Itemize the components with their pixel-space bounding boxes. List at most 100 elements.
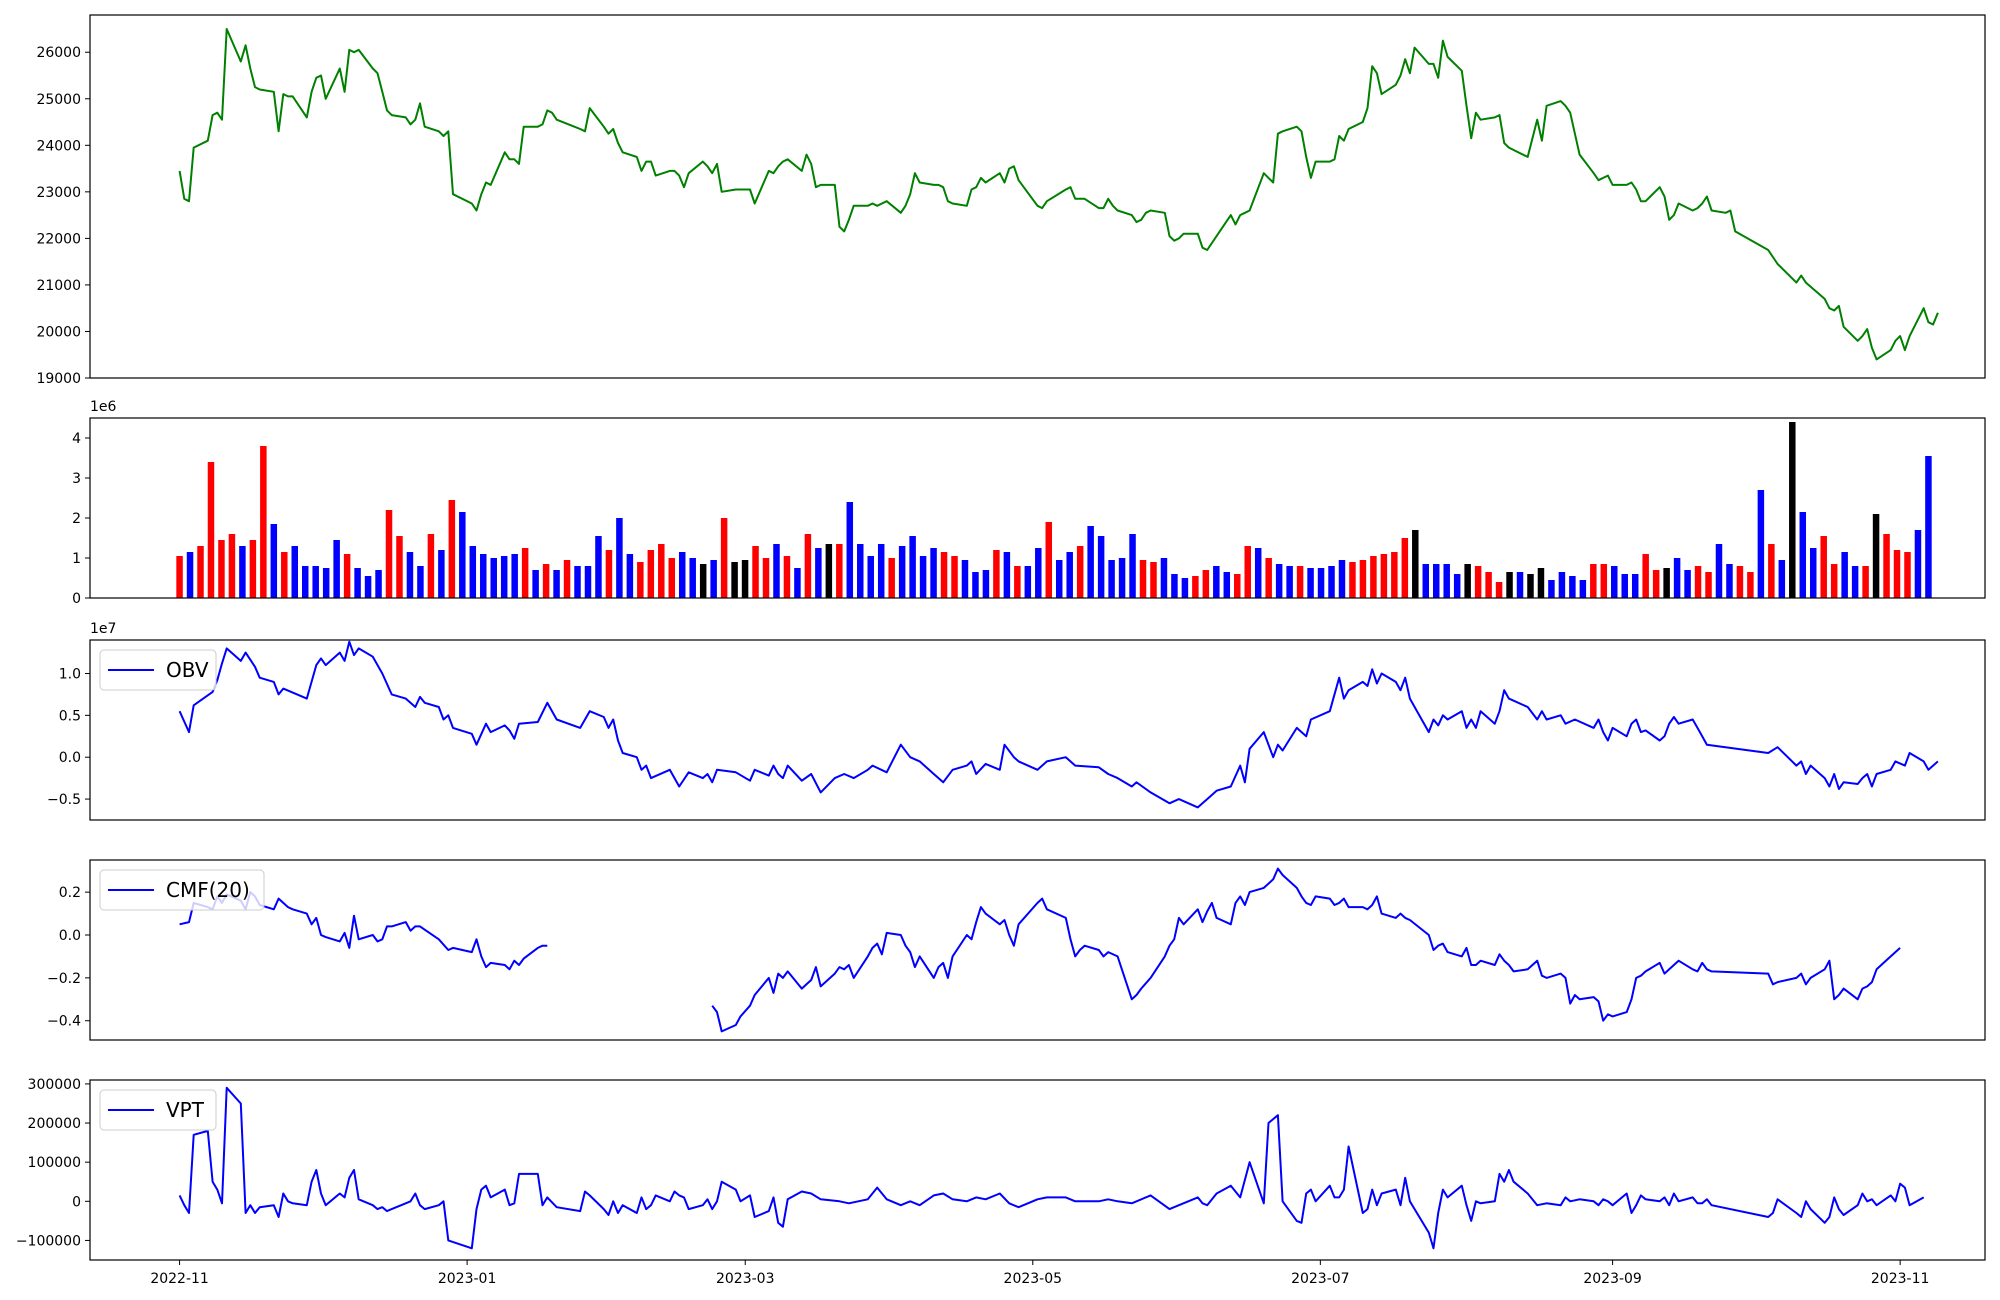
legend-box (99, 649, 217, 691)
volume-bar (731, 562, 738, 598)
y-tick-label: 200000 (28, 1116, 81, 1132)
volume-bar (1432, 564, 1440, 598)
volume-bar (888, 558, 895, 598)
volume-bar (469, 546, 477, 598)
volume-bar (1265, 558, 1272, 598)
volume-bar (1705, 572, 1712, 598)
volume-bar (1014, 566, 1021, 598)
volume-bar (1904, 552, 1911, 598)
y-tick-label: 4 (72, 431, 81, 447)
volume-bar (668, 558, 676, 598)
y-tick-label: 100000 (28, 1155, 81, 1171)
volume-bar (1768, 544, 1775, 598)
y-tick-label: 24000 (36, 138, 81, 154)
volume-bar (658, 544, 665, 598)
volume-bar (354, 568, 361, 598)
volume-bar (993, 550, 1000, 598)
x-axis: 2022-11 2023-01 2023-03 2023-05 2023-07 2023-… (150, 1260, 1929, 1287)
volume-bar (1391, 552, 1398, 598)
y-tick-label: 19000 (36, 371, 81, 387)
panel-frame (89, 14, 1986, 379)
volume-bar (783, 556, 791, 598)
volume-bar (898, 546, 906, 598)
volume-bar (762, 558, 770, 598)
volume-bar (1254, 548, 1262, 598)
volume-bar (1223, 572, 1231, 598)
volume-bar (333, 540, 340, 598)
volume-bar (1150, 562, 1157, 598)
y-tick-label: 0.0 (59, 928, 81, 944)
volume-bar (1736, 566, 1744, 598)
vpt-line (178, 1086, 1925, 1250)
legend-box (99, 1089, 217, 1131)
volume-bar (396, 536, 403, 598)
y-tick-label: −0.4 (47, 1014, 81, 1030)
volume-bar (1307, 568, 1314, 598)
volume-bar (1841, 552, 1848, 598)
volume-bar (500, 556, 508, 598)
volume-bar (699, 564, 707, 598)
volume-bar (1338, 560, 1346, 598)
legend-label: CMF(20) (166, 878, 250, 902)
volume-bar (448, 500, 456, 598)
volume-bar (720, 518, 728, 598)
volume-bar (1035, 548, 1042, 598)
volume-bar (1527, 574, 1534, 598)
volume-bar (1055, 560, 1063, 598)
y-tick-label: 22000 (36, 231, 81, 247)
volume-bar (710, 560, 717, 598)
volume-bar (857, 544, 864, 598)
volume-bar (972, 572, 979, 598)
volume-bar (1401, 538, 1409, 598)
volume-bar (291, 546, 299, 598)
y-tick-label: 0 (72, 1194, 81, 1210)
volume-bar (480, 554, 487, 598)
volume-bar (1485, 572, 1492, 598)
volume-bar (1453, 574, 1461, 598)
volume-bar (909, 536, 916, 598)
volume-bar (1181, 578, 1189, 598)
volume-bar (1914, 530, 1922, 598)
y-tick-label: 2 (72, 511, 81, 527)
volume-bar (626, 554, 634, 598)
legend: OBV (99, 649, 217, 691)
volume-bar (1443, 564, 1450, 598)
volume-bar (930, 548, 937, 598)
x-tick-label: 2023-11 (1871, 1271, 1930, 1287)
volume-bar (1642, 554, 1649, 598)
volume-bar (186, 552, 194, 598)
panels: 19000 20000 21000 22000 23000 24000 25000 26000… (16, 14, 1986, 1261)
volume-bar (1684, 570, 1691, 598)
volume-bar (1663, 568, 1670, 598)
volume-bar (773, 544, 780, 598)
volume-bar (1464, 564, 1471, 598)
volume-bar (647, 550, 655, 598)
volume-bar (1883, 534, 1890, 598)
y-tick-label: −0.2 (47, 971, 81, 987)
volume-bar (689, 558, 696, 598)
volume-bar (249, 540, 257, 598)
volume-bar (207, 462, 215, 598)
volume-bar (218, 540, 225, 598)
volume-bar (1799, 512, 1807, 598)
volume-bar (1872, 514, 1880, 598)
volume-bar (982, 570, 990, 598)
volume-bar (1244, 546, 1251, 598)
volume-bar (459, 512, 466, 598)
volume-bar (1673, 558, 1681, 598)
legend: CMF(20) (99, 869, 265, 911)
volume-bar (1621, 574, 1628, 598)
volume-bar (940, 552, 948, 598)
volume-bar (1789, 422, 1796, 598)
volume-bar (846, 502, 854, 598)
volume-bar (301, 566, 309, 598)
y-tick-label: 1.0 (59, 666, 81, 682)
volume-bar (417, 566, 424, 598)
volume-bar (1349, 562, 1356, 598)
volume-bar (490, 558, 497, 598)
volume-bar (1234, 574, 1241, 598)
volume-bar (919, 556, 927, 598)
obv-line (178, 640, 1939, 809)
volume-bar (1820, 536, 1827, 598)
